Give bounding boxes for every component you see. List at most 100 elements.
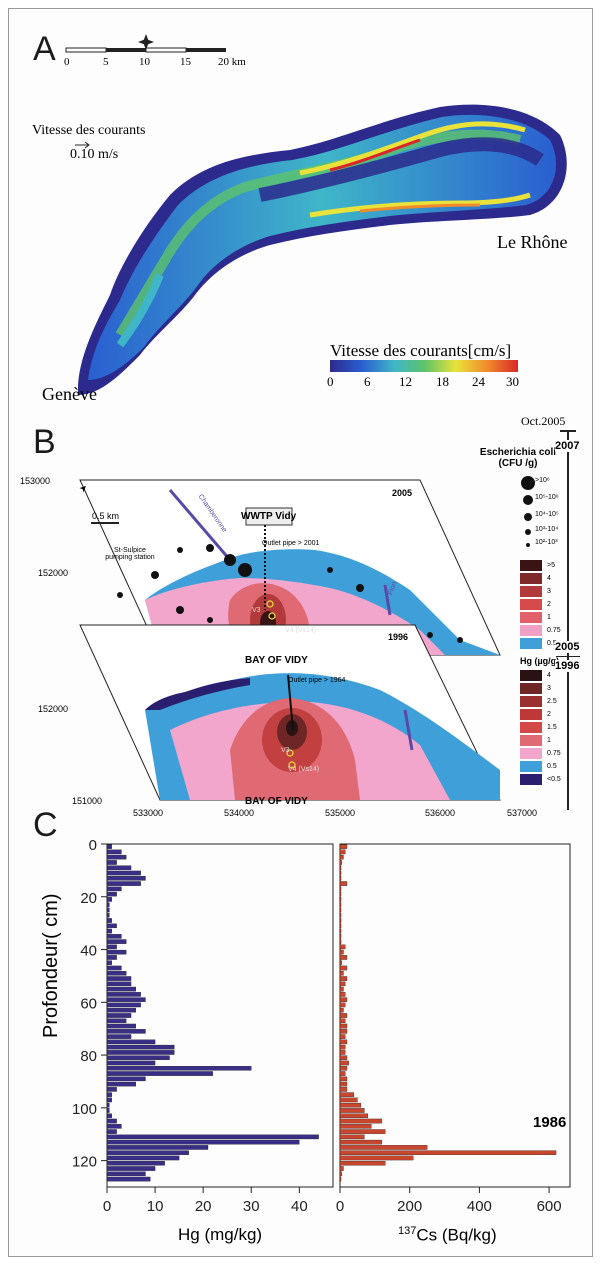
timeline-line [567,430,569,810]
hg-bar [106,986,137,992]
ecoli-swatch-5 [520,625,542,636]
hg-bar [106,1124,122,1129]
depth-tick-label: 0 [89,837,97,854]
b-st-sulpice: St-Sulpice pumping station [105,547,155,561]
colorbar-tick-6: 6 [364,374,371,389]
ecoli-color-level-5: 0.75 [547,627,561,634]
b-bay-bottom: BAY OF VIDY [245,796,308,807]
colorbar-tick-12: 12 [399,374,412,389]
hg-bar [106,886,122,892]
ecoli-symbols [521,476,535,547]
hg-bar [106,1007,137,1013]
hg-level-6: 0.75 [547,750,561,757]
hg-bar [106,1155,180,1161]
hg-bar [106,1145,209,1150]
b-v4-top: V4 (Vs14) [285,627,317,634]
ecoli-swatch-3 [520,599,542,610]
ecoli-color-level-0: >5 [547,562,555,569]
hg-bar [106,1160,165,1166]
colorbar-tick-24: 24 [472,374,485,389]
hg-bar [106,1166,156,1171]
hg-level-5: 1 [547,737,551,744]
cs-plot-frame [339,843,571,1188]
cs-bar [339,960,342,965]
cs-bar [339,1055,348,1060]
hg-bar [106,1050,175,1055]
hg-bar [106,860,117,865]
cs-xtick-label: 200 [397,1198,422,1215]
hg-level-0: 4 [547,672,551,679]
cs-bar [339,1150,557,1155]
b-map-year-top: 2005 [392,488,413,498]
hg-bar [106,976,132,981]
hg-bar [106,854,127,860]
cs-bar [339,992,346,997]
timeline-separator [556,656,580,657]
hg-bar [106,1029,146,1034]
cs-bar [339,981,346,987]
cs-bar [339,1029,348,1034]
b-xtick-533000: 533000 [133,808,164,818]
ecoli-color-level-3: 2 [547,601,551,608]
hg-bar [106,971,127,976]
b-v3-bottom: V3 [281,747,290,754]
ecoli-level-3: 10³-10⁴ [535,526,559,533]
hg-bar [106,1060,156,1066]
cs-bar [339,965,348,971]
hg-swatch-2 [520,696,542,707]
cs-bar [339,907,342,913]
cs-bar [339,1129,386,1134]
cs-bar [339,876,342,881]
b-outlet-1964: Outlet pipe > 1964 [288,677,346,684]
panel-c-ylabel: Profondeur( cm) [40,893,62,1039]
b-ytick-152000-bottom: 152000 [38,704,69,714]
cs-bar [339,870,342,876]
cs-bar [339,1066,348,1071]
cs-xtick-label: 600 [537,1198,562,1215]
hg-bar [106,923,117,929]
colorbar-a [330,360,518,372]
scale-tick-10: 10 [139,56,150,68]
scale-tick-15: 15 [180,56,191,68]
ecoli-level-0: >10⁶ [535,477,550,484]
hg-level-4: 1.5 [547,724,557,731]
cs-bar [339,986,344,992]
timeline-date: Oct.2005 [521,414,566,428]
cs-bar [339,912,342,918]
hg-bar [106,965,122,971]
panel-c-letter: C [33,806,58,844]
b-map-year-bottom: 1996 [388,632,409,642]
colorbar-title-a: Vitesse des courants[cm/s] [330,341,511,361]
panel-b-letter: B [33,423,56,461]
hg-xtick-label: 20 [195,1198,212,1215]
cs-bar [339,854,344,860]
cs-bar [339,971,344,976]
b-bay-top: BAY OF VIDY [245,655,308,666]
cs-xtick-label: 400 [467,1198,492,1215]
hg-bar [106,907,110,913]
hg-bar [106,1092,112,1097]
cs-bar [339,1087,348,1092]
hg-xtick-label: 0 [103,1198,111,1215]
cs-bar [339,934,342,939]
hg-swatch-1 [520,683,542,694]
depth-tick-label: 20 [80,890,97,907]
hg-bar [106,1066,252,1071]
hg-swatch-8 [520,774,542,785]
hg-bar [106,1071,213,1076]
scale-tick-5: 5 [103,56,109,68]
cs-bar [339,1034,346,1039]
cs-bar [339,1171,342,1177]
hg-bar [106,1044,175,1050]
depth-tick-label: 40 [80,943,97,960]
cs-xlabel: 137Cs (Bq/kg) [398,1225,497,1246]
hg-bar [106,1013,132,1018]
cs-bar [339,1081,348,1087]
hg-bar [106,997,146,1002]
hg-bar [106,1108,110,1113]
cs-bar [339,1145,428,1150]
hg-bar [106,955,117,960]
cs-bar [339,1060,349,1066]
cs-bar [339,1102,362,1108]
